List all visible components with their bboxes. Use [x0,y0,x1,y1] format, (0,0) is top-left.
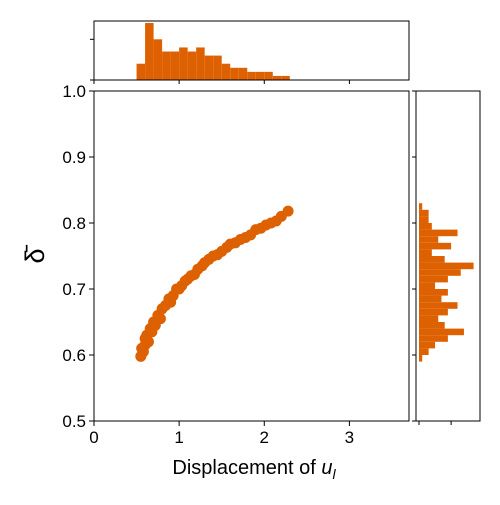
hist-bar [419,216,429,223]
hist-bar [419,275,448,283]
x-tick-label: 1 [174,428,183,447]
point [282,205,294,217]
point [142,336,154,348]
hist-bar [213,55,222,80]
panel-frame [93,90,410,422]
hist-bar [419,289,448,296]
hist-bar [419,282,436,289]
hist-bar [179,47,188,80]
hist-bar [419,229,458,237]
hist-bar [153,39,163,80]
hist-bar [419,315,439,322]
hist-bar [419,209,429,217]
hist-bar [419,335,448,342]
hist-bar [230,67,239,80]
hist-bar [419,203,423,210]
hist-bar [419,328,464,336]
x-tick-label: 2 [260,428,269,447]
y-tick-label: 0.9 [62,148,86,167]
hist-bar [221,63,231,80]
hist-bar [204,55,214,80]
hist-bar [247,71,256,80]
x-axis-label: Displacement of ul [172,457,336,482]
panel-frame [93,20,410,81]
hist-bar [145,23,154,80]
hist-bar [162,51,171,80]
hist-bar [419,249,432,256]
hist-bar [419,269,461,276]
hist-bar [419,236,439,243]
x-label-var: u [321,457,332,479]
y-tick-label: 0.7 [62,280,86,299]
y-axis-label: δ̄ [20,244,50,263]
hist-bar [281,75,290,80]
x-tick-label: 3 [345,428,354,447]
hist-bar [196,47,205,80]
hist-bar [419,223,432,230]
hist-bar [238,67,248,80]
hist-bar [255,71,265,80]
hist-bar [419,341,436,349]
hist-bar [170,51,180,80]
hist-bar [187,51,197,80]
y-tick-label: 0.5 [62,412,86,431]
y-tick-label: 0.6 [62,346,86,365]
hist-bar [419,348,429,355]
hist-bar [419,256,445,263]
hist-bar [419,262,474,270]
point [154,313,166,325]
hist-bar [419,295,442,303]
y-tick-label: 0.8 [62,214,86,233]
hist-bar [419,242,452,250]
x-label-text: Displacement of [172,457,316,479]
hist-bar [264,71,273,80]
hist-bar [419,308,448,316]
panel-frame [415,90,481,422]
hist-bar [272,75,282,80]
hist-bar [419,302,458,309]
x-label-sub: l [332,466,336,482]
hist-bar [136,63,146,80]
x-tick-label: 0 [89,428,98,447]
hist-bar [419,355,423,362]
y-tick-label: 1.0 [62,82,86,101]
hist-bar [419,322,445,329]
